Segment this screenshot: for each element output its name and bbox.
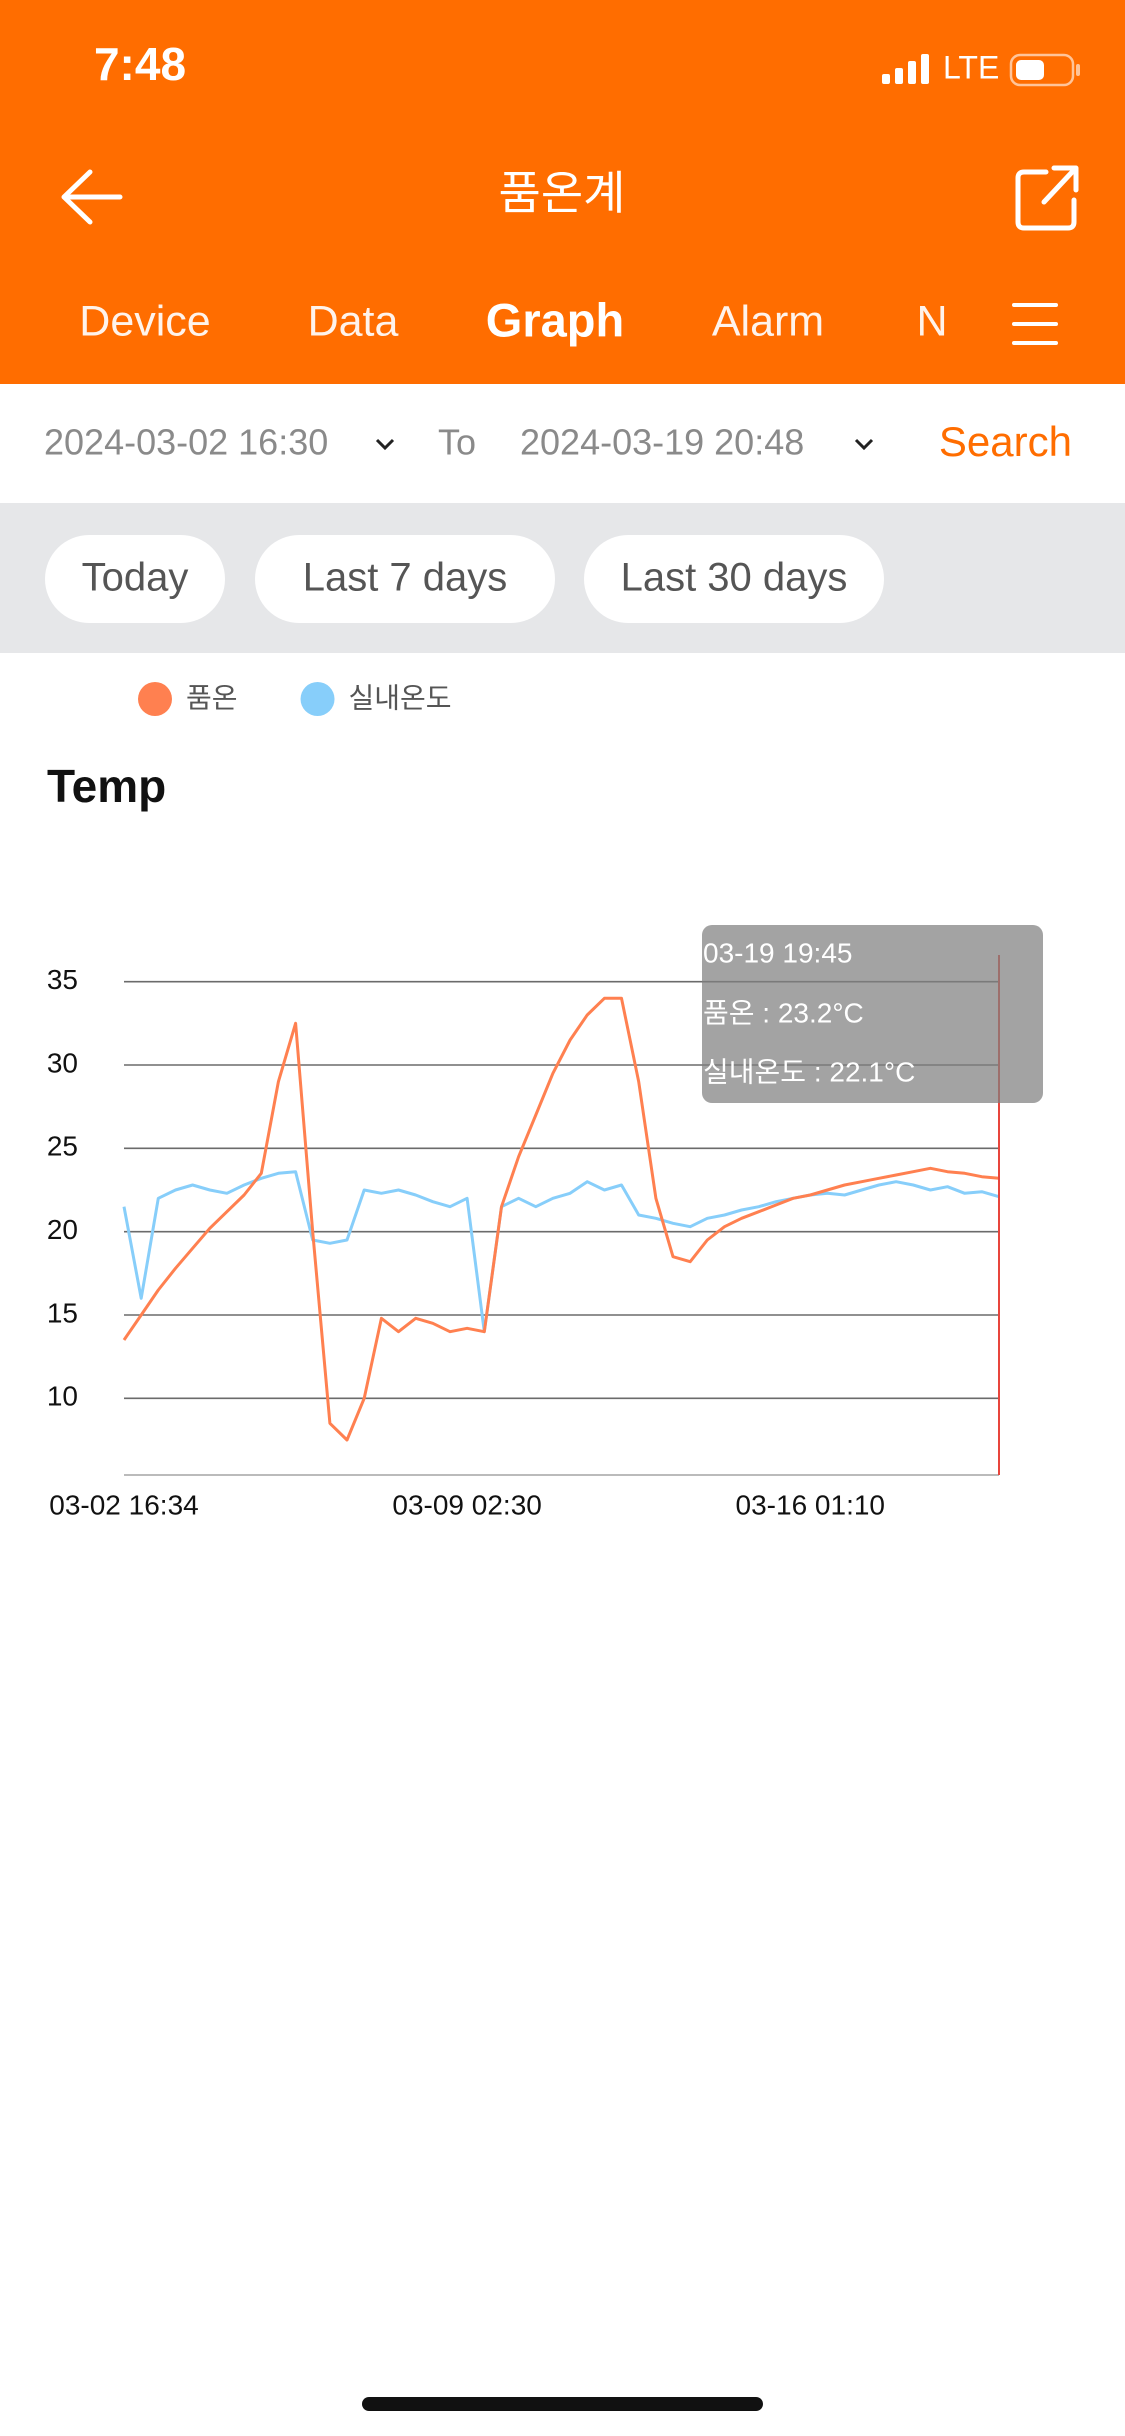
x-tick-label: 03-02 16:34 bbox=[49, 1489, 198, 1520]
y-tick-label: 20 bbox=[47, 1214, 78, 1245]
date-from[interactable]: 2024-03-02 16:30 bbox=[44, 422, 328, 463]
quick-range-label[interactable]: Today bbox=[82, 556, 189, 600]
chevron-icon bbox=[854, 438, 874, 451]
tab[interactable]: Alarm bbox=[712, 297, 824, 345]
home-indicator bbox=[362, 2397, 763, 2411]
tab[interactable]: Device bbox=[79, 297, 210, 345]
tooltip-line: 실내온도 : 22.1°C bbox=[703, 1056, 915, 1087]
data-line bbox=[122, 1170, 1000, 1334]
chart-title: Temp bbox=[47, 760, 166, 812]
quick-range-pill[interactable] bbox=[584, 535, 884, 623]
y-tick-label: 35 bbox=[47, 964, 78, 995]
legend-label: 실내온도 bbox=[349, 682, 452, 713]
share-button[interactable] bbox=[1015, 165, 1079, 231]
date-separator: To bbox=[438, 422, 476, 463]
menu-button[interactable] bbox=[1012, 303, 1058, 345]
quick-range-pill[interactable] bbox=[255, 535, 555, 623]
header-background bbox=[0, 0, 1125, 384]
back-button[interactable] bbox=[61, 169, 123, 225]
signal-icon bbox=[882, 54, 929, 84]
legend-swatch bbox=[138, 682, 172, 716]
y-tick-label: 10 bbox=[47, 1381, 78, 1412]
chevron-icon bbox=[375, 438, 395, 451]
search-button[interactable]: Search bbox=[939, 418, 1072, 465]
legend-label: 품온 bbox=[186, 682, 238, 713]
tooltip-time: 03-19 19:45 bbox=[703, 937, 852, 968]
tooltip-box bbox=[702, 925, 1043, 1103]
battery-icon bbox=[1009, 53, 1080, 87]
page-title: 품온계 bbox=[499, 167, 626, 219]
tab[interactable]: Data bbox=[308, 297, 399, 345]
date-to[interactable]: 2024-03-19 20:48 bbox=[520, 422, 804, 463]
chart: 10 15 20 25 30 35 03-02 16:34 03-09 02:30 03-16 … bbox=[47, 682, 1000, 1520]
network-label: LTE bbox=[943, 49, 999, 85]
quick-range-label[interactable]: Last 7 days bbox=[303, 556, 508, 600]
x-tick-label: 03-16 01:10 bbox=[736, 1489, 885, 1520]
y-tick-label: 15 bbox=[47, 1297, 78, 1328]
x-tick-label: 03-09 02:30 bbox=[392, 1489, 541, 1520]
tab-selected[interactable]: Graph bbox=[486, 293, 624, 346]
y-tick-label: 30 bbox=[47, 1047, 78, 1078]
tooltip-line: 품온 : 23.2°C bbox=[703, 997, 864, 1028]
quick-range-label[interactable]: Last 30 days bbox=[621, 556, 848, 600]
quick-range-pill[interactable] bbox=[45, 535, 225, 623]
y-tick-label: 25 bbox=[47, 1131, 78, 1162]
tab[interactable]: N bbox=[916, 297, 947, 345]
legend-swatch bbox=[300, 682, 335, 716]
data-line bbox=[122, 996, 1000, 1442]
status-time: 7:48 bbox=[94, 38, 186, 90]
